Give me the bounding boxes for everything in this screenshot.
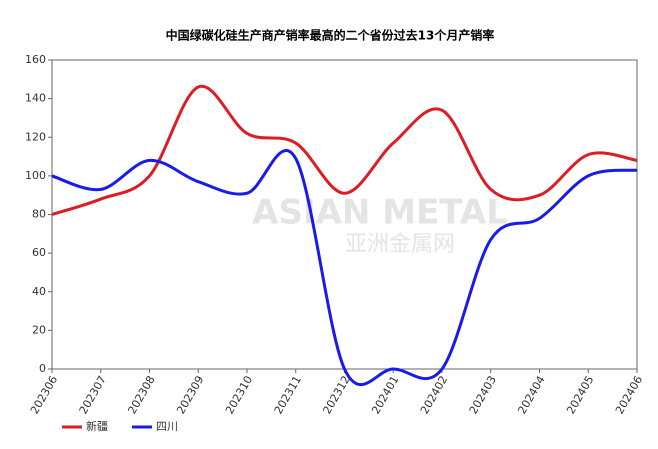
x-tick-label: 202308 <box>125 374 157 417</box>
y-tick-label: 20 <box>32 323 46 336</box>
line-series <box>51 149 638 386</box>
x-tick-label: 202311 <box>272 374 304 417</box>
y-tick-label: 160 <box>25 53 46 66</box>
y-tick-label: 60 <box>32 246 46 259</box>
legend-label: 四川 <box>156 420 178 433</box>
x-tick-label: 202405 <box>564 374 596 417</box>
x-tick-label: 202306 <box>28 374 60 417</box>
line-series <box>51 84 638 216</box>
x-tick-label: 202309 <box>174 374 206 417</box>
watermark: 亚洲金属网 <box>345 232 455 257</box>
x-tick-label: 202312 <box>320 374 352 417</box>
legend-label: 新疆 <box>86 419 108 433</box>
y-tick-label: 0 <box>39 362 46 375</box>
x-tick-label: 202310 <box>223 374 255 417</box>
x-tick-label: 202406 <box>613 374 645 417</box>
y-tick-label: 80 <box>32 208 46 221</box>
x-tick-label: 202404 <box>515 374 547 417</box>
x-tick-label: 202307 <box>77 374 109 417</box>
x-tick-label: 202402 <box>418 374 450 417</box>
watermark: ASIAN METAL <box>252 193 508 233</box>
y-tick-label: 120 <box>25 130 46 143</box>
y-tick-label: 40 <box>32 285 46 298</box>
y-tick-label: 140 <box>25 92 46 105</box>
x-tick-label: 202403 <box>467 374 499 417</box>
chart-title: 中国绿碳化硅生产商产销率最高的二个省份过去13个月产销率 <box>166 28 495 43</box>
y-tick-label: 100 <box>25 169 46 182</box>
